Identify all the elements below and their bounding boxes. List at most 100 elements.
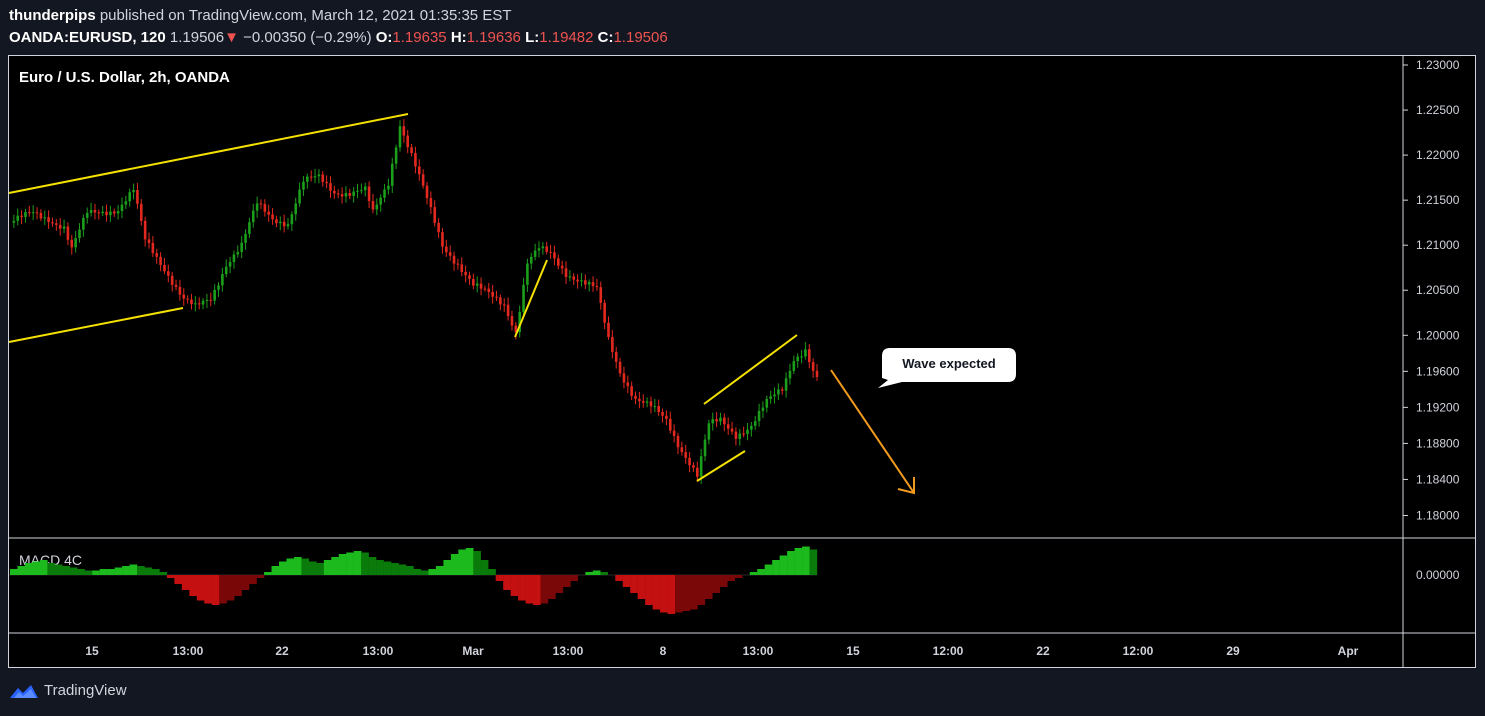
candle-body xyxy=(39,212,43,219)
candle-body xyxy=(618,361,622,374)
candle-body xyxy=(757,410,761,422)
macd-bar xyxy=(660,575,668,613)
candle-body xyxy=(248,222,251,234)
candle-body xyxy=(576,279,579,282)
candle-body xyxy=(456,263,460,265)
macd-bar xyxy=(600,572,608,575)
candle-body xyxy=(302,181,305,190)
candle-body xyxy=(143,220,147,240)
open-value: 1.19635 xyxy=(392,29,447,46)
candle-body xyxy=(336,193,340,195)
macd-bar xyxy=(32,561,41,575)
y-tick-label: 1.19600 xyxy=(1416,364,1460,378)
candle-body xyxy=(638,398,641,402)
candle-body xyxy=(514,325,518,333)
macd-bar xyxy=(84,570,93,575)
candle-body xyxy=(668,418,672,431)
candle-body xyxy=(784,378,788,391)
candle-body xyxy=(97,212,101,214)
candle-body xyxy=(626,382,630,387)
candle-body xyxy=(765,398,769,408)
candle-body xyxy=(603,302,606,323)
candle-body xyxy=(116,211,120,214)
candle-body xyxy=(390,163,394,186)
candle-body xyxy=(788,370,792,379)
candle-body xyxy=(232,254,236,263)
brand-name: TradingView xyxy=(44,682,127,699)
candle-body xyxy=(329,183,332,191)
macd-bar xyxy=(592,570,601,575)
candle-body xyxy=(51,222,54,224)
macd-bar xyxy=(689,575,698,610)
candle-body xyxy=(255,203,259,211)
candle-body xyxy=(352,191,355,196)
macd-bar xyxy=(682,575,691,611)
macd-bar xyxy=(323,560,332,575)
candle-body xyxy=(645,401,649,403)
candle-body xyxy=(371,201,375,210)
candle-body xyxy=(479,283,483,289)
candle-body xyxy=(201,300,205,305)
macd-bar xyxy=(637,575,646,599)
y-tick-label: 1.20000 xyxy=(1416,328,1460,342)
macd-bar xyxy=(749,572,758,575)
candle-body xyxy=(773,394,776,397)
macd-bar xyxy=(368,557,377,575)
candle-body xyxy=(661,412,664,416)
macd-bar xyxy=(122,566,130,575)
candle-body xyxy=(750,425,753,430)
rising-channel-bottom-line xyxy=(696,450,746,482)
candle-body xyxy=(151,242,155,254)
candle-body xyxy=(178,286,182,295)
callout-bubble xyxy=(878,348,1016,388)
candle-body xyxy=(622,373,626,383)
macd-bar xyxy=(92,570,100,575)
macd-bar xyxy=(189,575,198,596)
y-tick-label: 1.21000 xyxy=(1416,238,1460,252)
candle-body xyxy=(124,201,128,205)
candle-body xyxy=(483,288,487,290)
candle-body xyxy=(730,428,734,432)
macd-bar xyxy=(39,560,48,575)
candle-body xyxy=(16,215,20,221)
candle-body xyxy=(348,193,352,196)
candle-body xyxy=(43,217,47,219)
x-tick-label: 15 xyxy=(846,644,860,658)
publisher-name[interactable]: thunderpips xyxy=(9,7,96,24)
macd-bar xyxy=(406,566,414,575)
candle-body xyxy=(522,284,525,312)
down-arrow-icon: ▼ xyxy=(224,29,239,46)
macd-bar xyxy=(62,566,70,575)
x-tick-label: 13:00 xyxy=(553,644,584,658)
candle-body xyxy=(653,406,657,408)
candle-body xyxy=(529,256,533,264)
macd-bar xyxy=(465,548,474,575)
macd-bar xyxy=(764,564,773,575)
macd-bar xyxy=(480,560,489,575)
macd-bar xyxy=(286,558,295,575)
candle-body xyxy=(120,204,124,212)
y-tick-label: 1.18400 xyxy=(1416,472,1460,486)
x-tick-label: 13:00 xyxy=(173,644,204,658)
candle-body xyxy=(213,289,216,301)
macd-bar xyxy=(585,572,594,575)
chart-frame[interactable] xyxy=(8,55,1476,668)
macd-bar xyxy=(555,575,564,593)
candle-body xyxy=(282,221,286,227)
candle-body xyxy=(599,287,603,303)
callout-text: Wave expected xyxy=(902,356,996,371)
macd-bar xyxy=(54,564,63,575)
candle-body xyxy=(692,465,695,468)
macd-bar xyxy=(391,563,399,575)
macd-bar xyxy=(473,551,481,575)
candle-body xyxy=(468,275,471,279)
candle-body xyxy=(738,433,742,439)
candle-body xyxy=(723,417,726,425)
macd-bar xyxy=(525,575,534,604)
candle-body xyxy=(665,415,668,419)
candle-body xyxy=(240,242,243,252)
footer-brand[interactable]: TradingView xyxy=(9,682,127,699)
macd-bar xyxy=(196,575,205,601)
candle-body xyxy=(452,255,456,264)
